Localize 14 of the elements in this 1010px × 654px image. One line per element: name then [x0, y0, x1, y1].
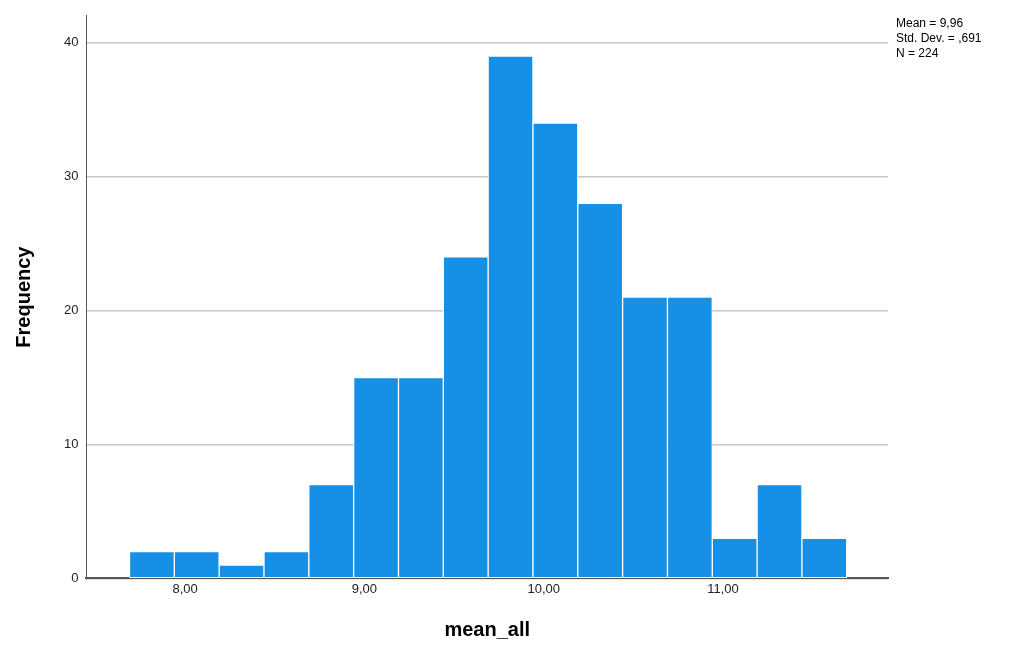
x-tick-label: 9,00 [351, 580, 378, 596]
text: Std. Dev. = ,691 [896, 31, 982, 46]
x-tick-label: 8,00 [172, 580, 198, 596]
y-tick-label: 20 [63, 302, 79, 318]
x-tick-label: 11,00 [707, 580, 739, 596]
y-axis-title: Frequency [11, 245, 34, 348]
x-tick-label: 10,00 [527, 580, 560, 596]
text: N = 224 [896, 46, 939, 61]
x-axis-title: mean_all [444, 617, 531, 640]
text: Mean = 9,96 [896, 16, 964, 31]
y-tick-label: 40 [63, 34, 79, 50]
y-tick-label: 30 [63, 168, 79, 184]
y-tick-label: 10 [63, 436, 79, 452]
y-tick-label: 0 [71, 569, 79, 585]
